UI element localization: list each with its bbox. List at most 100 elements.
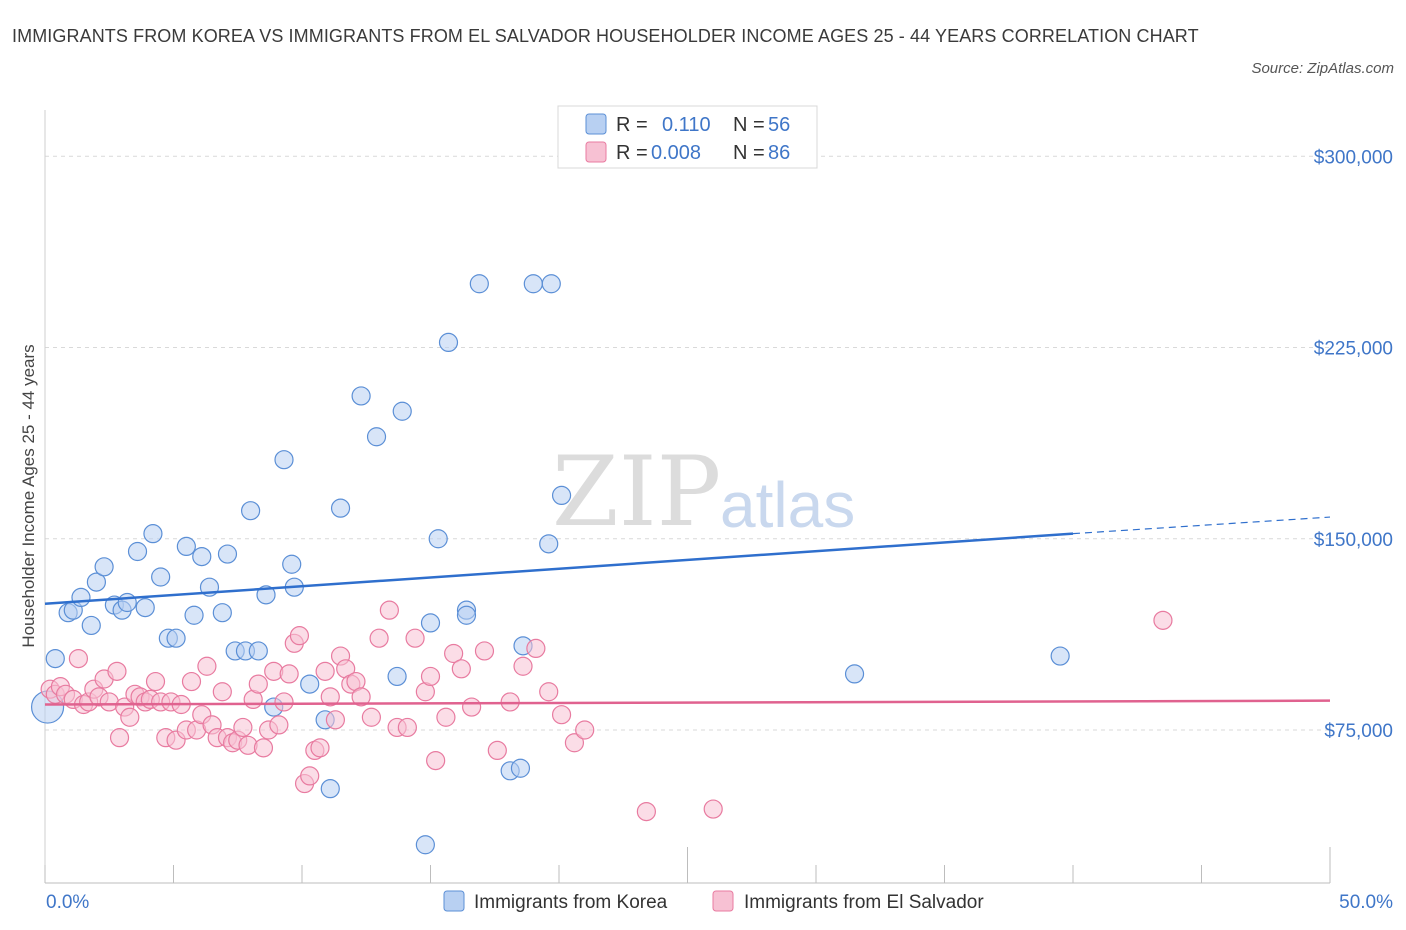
korea-point-10 (127, 541, 148, 562)
korea-point-42 (438, 332, 459, 352)
korea-point-28 (274, 450, 294, 470)
el-salvador-point-55 (325, 710, 346, 730)
stats-swatch-el-salvador (585, 141, 607, 163)
korea-point-29 (282, 554, 302, 574)
el-salvador-point-13 (109, 728, 130, 748)
korea-point-17 (184, 605, 204, 625)
el-salvador-point-85 (1153, 610, 1173, 630)
el-salvador-point-41 (253, 738, 274, 758)
el-salvador-point-80 (551, 705, 572, 725)
korea-point-41 (428, 529, 448, 549)
y-tick-label-0: $75,000 (1324, 721, 1393, 742)
stats-r-label-korea: R = (616, 114, 648, 136)
el-salvador-point-52 (310, 738, 330, 758)
x-tick-label-min: 0.0% (46, 892, 89, 913)
el-salvador-point-74 (474, 641, 495, 661)
el-salvador-point-53 (315, 661, 335, 681)
korea-point-12 (143, 524, 163, 544)
korea-point-44 (456, 605, 477, 625)
legend-label-korea: Immigrants from Korea (474, 892, 668, 913)
el-salvador-point-63 (379, 600, 399, 620)
el-salvador-point-81 (564, 733, 585, 753)
el-salvador-point-46 (279, 664, 299, 684)
korea-point-47 (510, 758, 531, 778)
el-salvador-point-83 (636, 801, 656, 822)
el-salvador-point-12 (107, 661, 127, 681)
stats-n-label-korea: N = (733, 114, 765, 136)
y-tick-labels: $75,000 $150,000 $225,000 $300,000 (1314, 147, 1393, 742)
y-tick-label-1: $150,000 (1314, 530, 1393, 551)
korea-point-3 (71, 587, 91, 608)
y-tick-label-3: $300,000 (1314, 147, 1393, 168)
korea-point-25 (248, 641, 268, 661)
legend-swatch-el-salvador (712, 890, 734, 912)
el-salvador-point-73 (462, 697, 482, 717)
el-salvador-point-84 (703, 799, 723, 819)
el-salvador-point-50 (300, 766, 320, 786)
korea-point-0 (45, 648, 65, 669)
korea-point-54 (1050, 646, 1070, 666)
watermark: ZIP atlas (552, 436, 855, 548)
trend-lines (44, 516, 1331, 706)
korea-point-53 (844, 664, 865, 684)
el-salvador-trend-line (44, 699, 1331, 706)
chart-title: IMMIGRANTS FROM KOREA VS IMMIGRANTS FROM… (12, 26, 1199, 46)
korea-point-26 (256, 585, 276, 605)
x-tick-label-max: 50.0% (1339, 892, 1393, 913)
watermark-zip: ZIP (552, 436, 721, 548)
korea-point-36 (366, 427, 387, 447)
el-salvador-point-40 (248, 674, 268, 694)
korea-point-39 (415, 835, 435, 855)
korea-point-45 (469, 274, 489, 294)
series-legend: Immigrants from Korea Immigrants from El… (443, 890, 984, 913)
el-salvador-point-20 (145, 671, 166, 692)
el-salvador-point-37 (233, 717, 253, 738)
el-salvador-point-27 (181, 671, 202, 692)
y-tick-label-2: $225,000 (1314, 339, 1393, 360)
stats-n-value-el-salvador: 86 (768, 142, 790, 164)
el-salvador-point-30 (197, 656, 217, 676)
korea-point-35 (351, 386, 371, 406)
el-salvador-point-72 (451, 659, 471, 679)
watermark-atlas: atlas (720, 469, 855, 541)
stats-swatch-korea (585, 113, 607, 135)
el-salvador-point-45 (274, 692, 294, 712)
korea-point-18 (192, 546, 212, 567)
stats-r-value-korea: 0.110 (662, 114, 711, 136)
el-salvador-point-70 (436, 707, 456, 727)
stats-r-value-el-salvador: 0.008 (651, 142, 701, 164)
source-label: Source: ZipAtlas.com (1251, 60, 1394, 77)
korea-point-34 (330, 498, 351, 518)
el-salvador-points (40, 600, 1173, 822)
el-salvador-point-65 (397, 717, 417, 738)
korea-trend-extension (1072, 516, 1331, 535)
el-salvador-point-44 (269, 715, 289, 735)
korea-point-52 (551, 485, 572, 505)
stats-r-label-el-salvador: R = (616, 142, 648, 164)
el-salvador-point-66 (405, 628, 425, 648)
el-salvador-point-60 (351, 687, 371, 707)
legend-label-el-salvador: Immigrants from El Salvador (744, 892, 984, 913)
el-salvador-point-15 (120, 707, 140, 727)
el-salvador-point-62 (369, 628, 389, 648)
el-salvador-point-48 (289, 626, 310, 646)
korea-point-6 (94, 557, 114, 577)
korea-point-16 (176, 536, 196, 557)
korea-point-49 (523, 274, 543, 294)
el-salvador-point-78 (526, 638, 546, 659)
korea-point-5 (86, 572, 107, 592)
el-salvador-point-61 (361, 707, 381, 727)
korea-point-40 (420, 613, 441, 633)
korea-point-15 (166, 628, 186, 648)
korea-point-20 (212, 603, 232, 623)
el-salvador-point-75 (487, 740, 507, 761)
korea-points (30, 274, 1070, 855)
korea-point-37 (387, 666, 407, 687)
legend-swatch-korea (443, 890, 465, 912)
el-salvador-point-5 (68, 648, 89, 669)
el-salvador-point-54 (320, 687, 340, 707)
korea-point-33 (320, 779, 340, 799)
korea-point-21 (217, 544, 238, 564)
el-salvador-point-71 (444, 643, 464, 664)
